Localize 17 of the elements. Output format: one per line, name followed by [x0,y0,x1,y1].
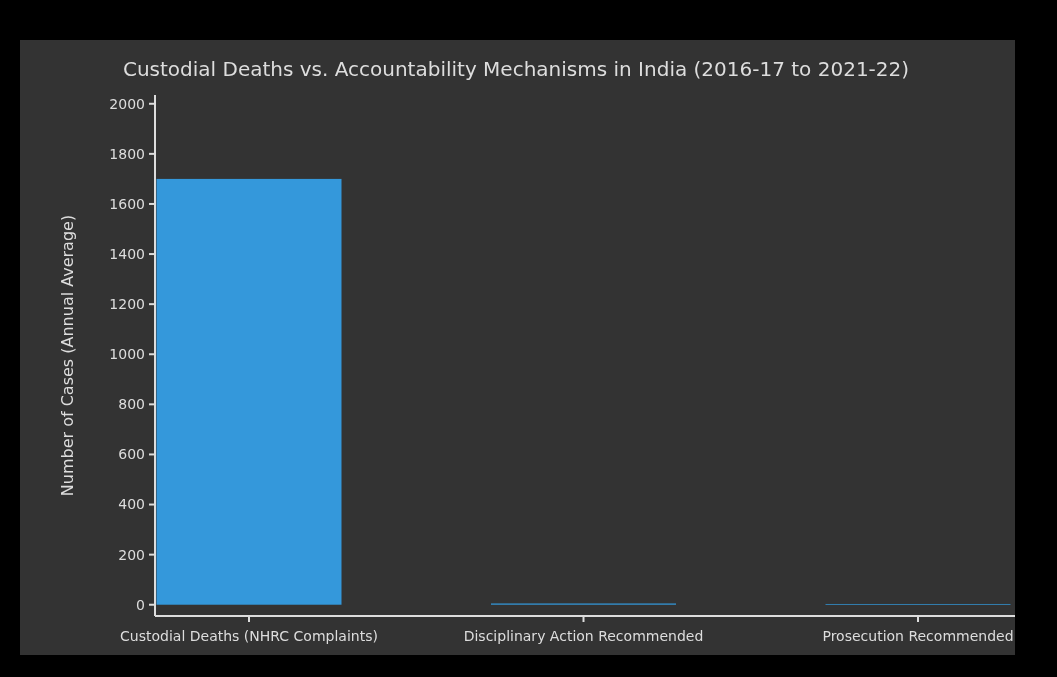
y-tick-label: 200 [118,546,145,563]
y-tick-label: 1800 [109,145,145,162]
y-tick-label: 800 [118,396,145,413]
x-tick-label: Custodial Deaths (NHRC Complaints) [120,628,378,644]
y-tick-label: 2000 [109,95,145,112]
y-tick-label: 1600 [109,195,145,212]
chart-title: Custodial Deaths vs. Accountability Mechanisms in India (2016-17 to 2021-22) [122,57,910,81]
y-tick-label: 1400 [109,245,145,262]
bar [156,178,342,605]
y-tick-label: 600 [118,446,145,463]
y-axis-title: Number of Cases (Annual Average) [58,214,77,497]
x-tick-label: Disciplinary Action Recommended [463,628,704,644]
y-tick-label: 400 [118,496,145,513]
x-tick-label: Prosecution Recommended [822,628,1014,644]
y-tick-label: 1200 [109,296,145,313]
y-tick-label: 0 [136,596,145,613]
y-tick-label: 1000 [109,346,145,363]
